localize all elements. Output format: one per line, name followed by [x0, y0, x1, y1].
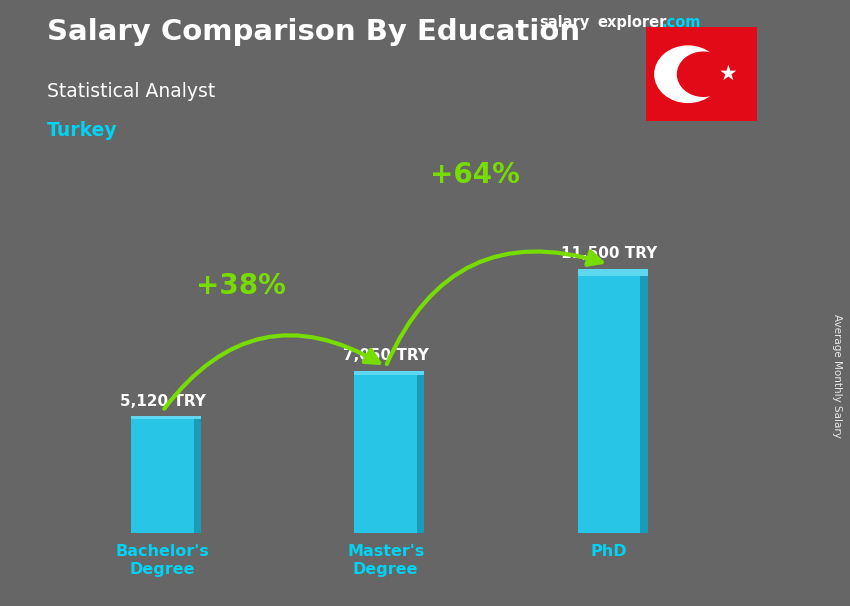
Bar [577, 269, 648, 276]
Bar [131, 416, 194, 533]
Bar [577, 269, 640, 533]
Bar [354, 371, 416, 533]
Text: Salary Comparison By Education: Salary Comparison By Education [47, 18, 580, 46]
Text: ★: ★ [718, 64, 737, 84]
Text: .com: .com [661, 15, 700, 30]
Text: +38%: +38% [196, 272, 286, 300]
Text: salary: salary [540, 15, 590, 30]
Bar [194, 416, 201, 533]
Circle shape [677, 52, 729, 96]
Text: Average Monthly Salary: Average Monthly Salary [832, 314, 842, 438]
Text: Statistical Analyst: Statistical Analyst [47, 82, 215, 101]
Text: explorer: explorer [598, 15, 667, 30]
Text: 5,120 TRY: 5,120 TRY [120, 394, 206, 408]
Text: 11,500 TRY: 11,500 TRY [561, 246, 657, 261]
Bar [416, 371, 424, 533]
Text: Turkey: Turkey [47, 121, 117, 140]
Bar [640, 269, 648, 533]
Circle shape [654, 46, 721, 102]
Text: +64%: +64% [430, 161, 520, 188]
Bar [131, 416, 201, 419]
Text: 7,050 TRY: 7,050 TRY [343, 348, 428, 363]
Bar [354, 371, 424, 375]
